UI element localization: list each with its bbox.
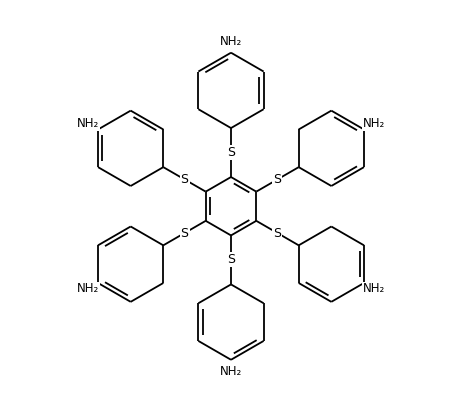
Text: NH₂: NH₂ <box>220 35 242 48</box>
Text: S: S <box>227 253 235 266</box>
Text: S: S <box>227 146 235 159</box>
Text: S: S <box>181 173 188 186</box>
Text: NH₂: NH₂ <box>363 282 385 295</box>
Text: NH₂: NH₂ <box>220 365 242 378</box>
Text: NH₂: NH₂ <box>77 282 99 295</box>
Text: S: S <box>274 173 281 186</box>
Text: NH₂: NH₂ <box>363 117 385 130</box>
Text: S: S <box>274 226 281 239</box>
Text: NH₂: NH₂ <box>77 117 99 130</box>
Text: S: S <box>181 226 188 239</box>
